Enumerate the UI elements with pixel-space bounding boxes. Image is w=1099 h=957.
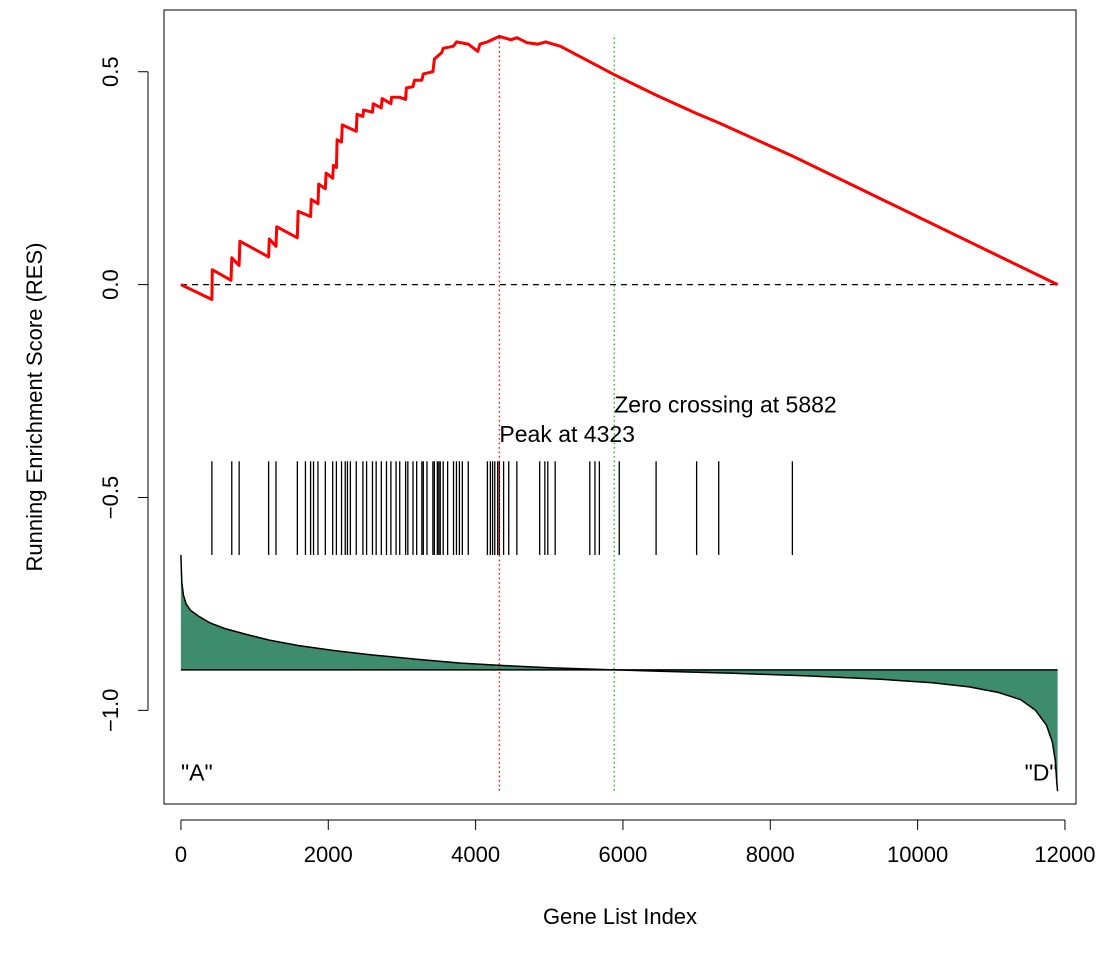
x-tick-label: 0: [175, 842, 187, 867]
marker-lines: [498, 37, 615, 792]
x-axis: 0 2000 4000 6000 8000 10000 12000: [175, 819, 1096, 867]
ranked-metric-fill: [180, 554, 1058, 792]
ranked-metric-line: [180, 554, 1059, 792]
y-tick-label: −1.0: [98, 689, 123, 732]
x-tick-label: 4000: [451, 842, 500, 867]
enrichment-score-line: [180, 34, 1059, 301]
x-axis-label: Gene List Index: [543, 904, 697, 929]
x-tick-label: 2000: [304, 842, 353, 867]
corner-label: "A": [181, 760, 213, 786]
marker-label: Zero crossing at 5882: [614, 391, 836, 417]
x-tick-label: 8000: [746, 842, 795, 867]
y-axis-label: Running Enrichment Score (RES): [22, 243, 47, 572]
ranked-metric-area: [180, 554, 1059, 792]
corner-labels: "A" "D": [181, 760, 1058, 786]
enrichment-series: [180, 34, 1059, 301]
y-axis: 0.5 0.0 −0.5 −1.0: [98, 56, 149, 732]
gene-set-hits: [211, 461, 794, 555]
marker-label: Peak at 4323: [499, 421, 635, 447]
marker-labels: Peak at 4323 Zero crossing at 5882: [499, 391, 836, 447]
plot-frame: [163, 9, 1077, 805]
y-tick-label: 0.0: [98, 269, 123, 300]
x-tick-label: 12000: [1034, 842, 1095, 867]
y-tick-label: 0.5: [98, 56, 123, 87]
x-tick-label: 10000: [887, 842, 948, 867]
corner-label: "D": [1025, 760, 1058, 786]
y-tick-label: −0.5: [98, 476, 123, 519]
x-tick-label: 6000: [598, 842, 647, 867]
